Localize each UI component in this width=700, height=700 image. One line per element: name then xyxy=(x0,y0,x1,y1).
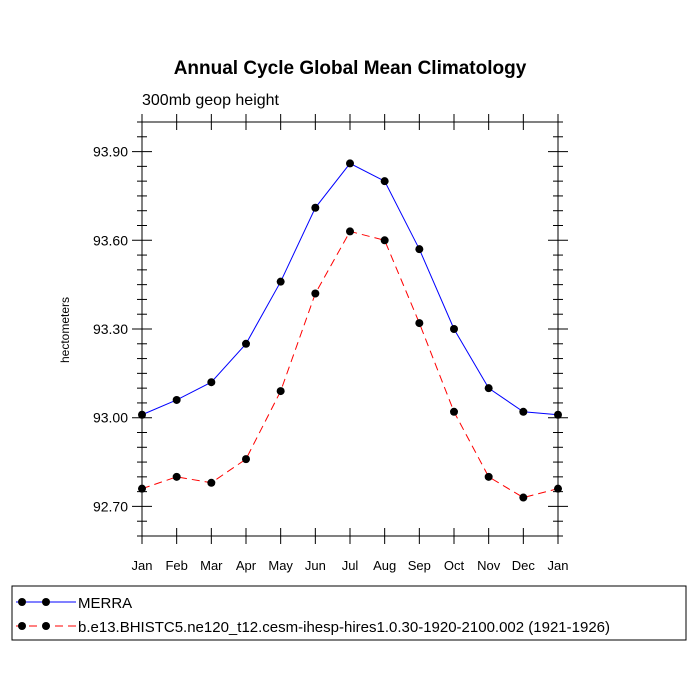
series-2-point xyxy=(346,227,354,236)
legend-label-1: MERRA xyxy=(78,595,132,612)
series-2-point xyxy=(242,455,250,464)
y-axis-title: hectometers xyxy=(58,297,72,363)
series-1-point xyxy=(415,245,424,254)
legend-box xyxy=(11,585,687,641)
legend-marker-1 xyxy=(18,598,26,606)
x-tick-label: Mar xyxy=(200,558,223,573)
chart-title: Annual Cycle Global Mean Climatology xyxy=(174,58,527,79)
series-1-point xyxy=(484,384,493,393)
plot-area: 93.90 93.60 93.30 93.00 92.70 Jan Feb Mar Apr May… xyxy=(93,114,569,573)
legend: MERRA b.e13.BHISTC5.ne120_t12.cesm-ihesp-… xyxy=(11,585,687,641)
y-tick-label: 92.70 xyxy=(93,498,128,514)
x-tick-label: Jun xyxy=(305,558,326,573)
legend-marker-1 xyxy=(42,598,50,606)
plot-frame xyxy=(141,121,559,537)
series-2-point xyxy=(172,472,181,481)
legend-marker-2 xyxy=(42,622,50,630)
series-1-point xyxy=(276,277,285,286)
x-tick-label: Feb xyxy=(165,558,187,573)
series-1-point xyxy=(172,395,181,404)
series-2-point xyxy=(276,387,285,396)
legend-marker-2 xyxy=(18,622,26,630)
series-2-point xyxy=(207,478,216,487)
series-2-point xyxy=(519,493,528,502)
x-tick-label: Dec xyxy=(512,558,536,573)
series-1-point xyxy=(380,177,389,186)
x-tick-label: Jan xyxy=(548,558,569,573)
series-2-point xyxy=(450,407,458,416)
series-1-point xyxy=(450,325,458,333)
x-tick-label: Oct xyxy=(444,558,465,573)
series-2-point xyxy=(311,289,320,298)
x-tick-label: Nov xyxy=(477,558,501,573)
y-tick-label: 93.60 xyxy=(93,232,128,248)
y-tick-label: 93.30 xyxy=(93,321,128,337)
x-tick-label: Apr xyxy=(236,558,257,573)
x-tick-label: Jan xyxy=(132,558,153,573)
series-1-point xyxy=(346,159,354,168)
series-2-point xyxy=(554,484,562,493)
series-2-point xyxy=(380,236,389,245)
series-line-1 xyxy=(141,162,559,416)
chart-subtitle: 300mb geop height xyxy=(142,92,280,109)
y-tick-label: 93.00 xyxy=(93,410,128,426)
series-2-point xyxy=(484,472,493,481)
x-tick-label: Aug xyxy=(373,558,396,573)
series-1-point xyxy=(138,410,146,419)
x-tick-label: Sep xyxy=(408,558,431,573)
series-line-2 xyxy=(141,230,559,499)
series-1-point xyxy=(554,410,562,419)
series-1-point xyxy=(207,378,216,387)
legend-label-2: b.e13.BHISTC5.ne120_t12.cesm-ihesp-hires… xyxy=(78,619,610,636)
y-tick-label: 93.90 xyxy=(93,144,128,160)
series-1-point xyxy=(311,203,320,212)
series-1-point xyxy=(519,407,528,416)
series-2-point xyxy=(415,319,424,328)
series-1-point xyxy=(242,339,250,348)
x-tick-label: Jul xyxy=(342,558,359,573)
series-2-point xyxy=(138,484,146,493)
x-tick-label: May xyxy=(268,558,293,573)
